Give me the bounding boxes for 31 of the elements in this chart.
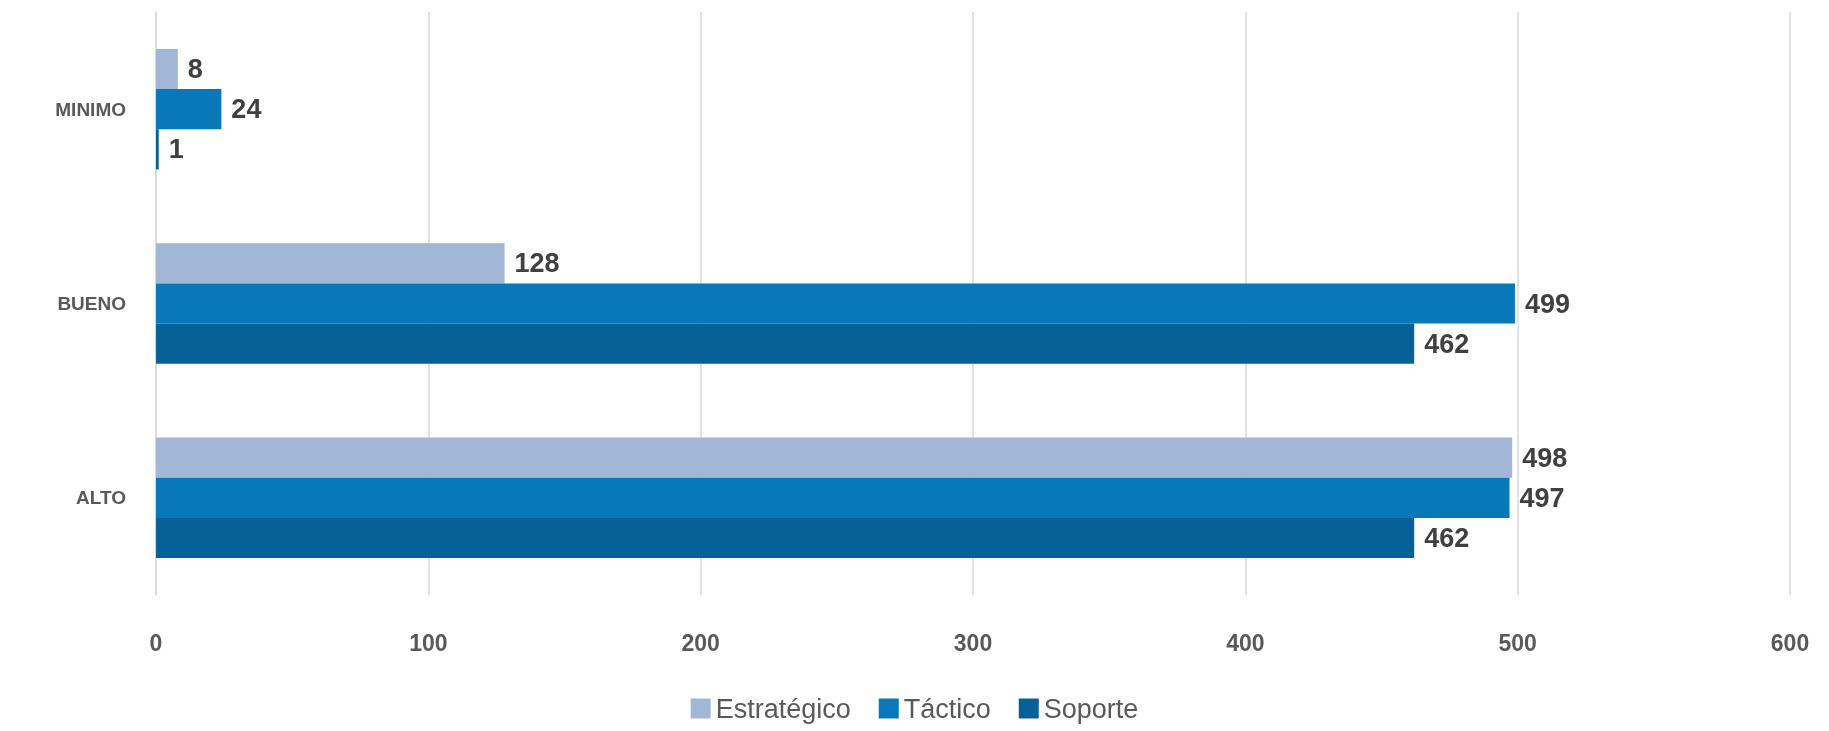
bar xyxy=(156,437,1513,478)
x-tick-label: 0 xyxy=(149,629,163,656)
legend-label: Soporte xyxy=(1043,693,1139,724)
legend-label: Estratégico xyxy=(715,693,851,724)
x-tick-label: 600 xyxy=(1770,629,1810,656)
data-label: 8 xyxy=(187,54,203,84)
data-label: 128 xyxy=(514,248,560,279)
data-label: 1 xyxy=(168,134,184,165)
y-tick-label: ALTO xyxy=(76,487,126,509)
y-tick-label: BUENO xyxy=(57,293,126,314)
bar xyxy=(156,48,178,90)
bar xyxy=(156,129,159,170)
x-tick-label: 400 xyxy=(1226,629,1265,656)
data-label: 462 xyxy=(1424,523,1470,553)
bar xyxy=(156,243,505,284)
bar xyxy=(156,517,1415,559)
legend-label: Táctico xyxy=(903,693,991,724)
x-tick-label: 200 xyxy=(681,629,720,656)
x-tick-label: 300 xyxy=(953,629,993,656)
bar xyxy=(156,89,222,130)
y-tick-label: MINIMO xyxy=(55,98,126,120)
bar xyxy=(156,283,1515,324)
x-tick-label: 100 xyxy=(409,629,448,656)
bar xyxy=(156,477,1510,518)
bar xyxy=(156,323,1415,364)
data-label: 24 xyxy=(231,94,262,125)
data-label: 498 xyxy=(1522,442,1568,473)
data-label: 462 xyxy=(1424,328,1470,359)
data-label: 497 xyxy=(1519,482,1565,513)
data-label: 499 xyxy=(1524,288,1571,319)
x-tick-label: 500 xyxy=(1498,629,1537,656)
